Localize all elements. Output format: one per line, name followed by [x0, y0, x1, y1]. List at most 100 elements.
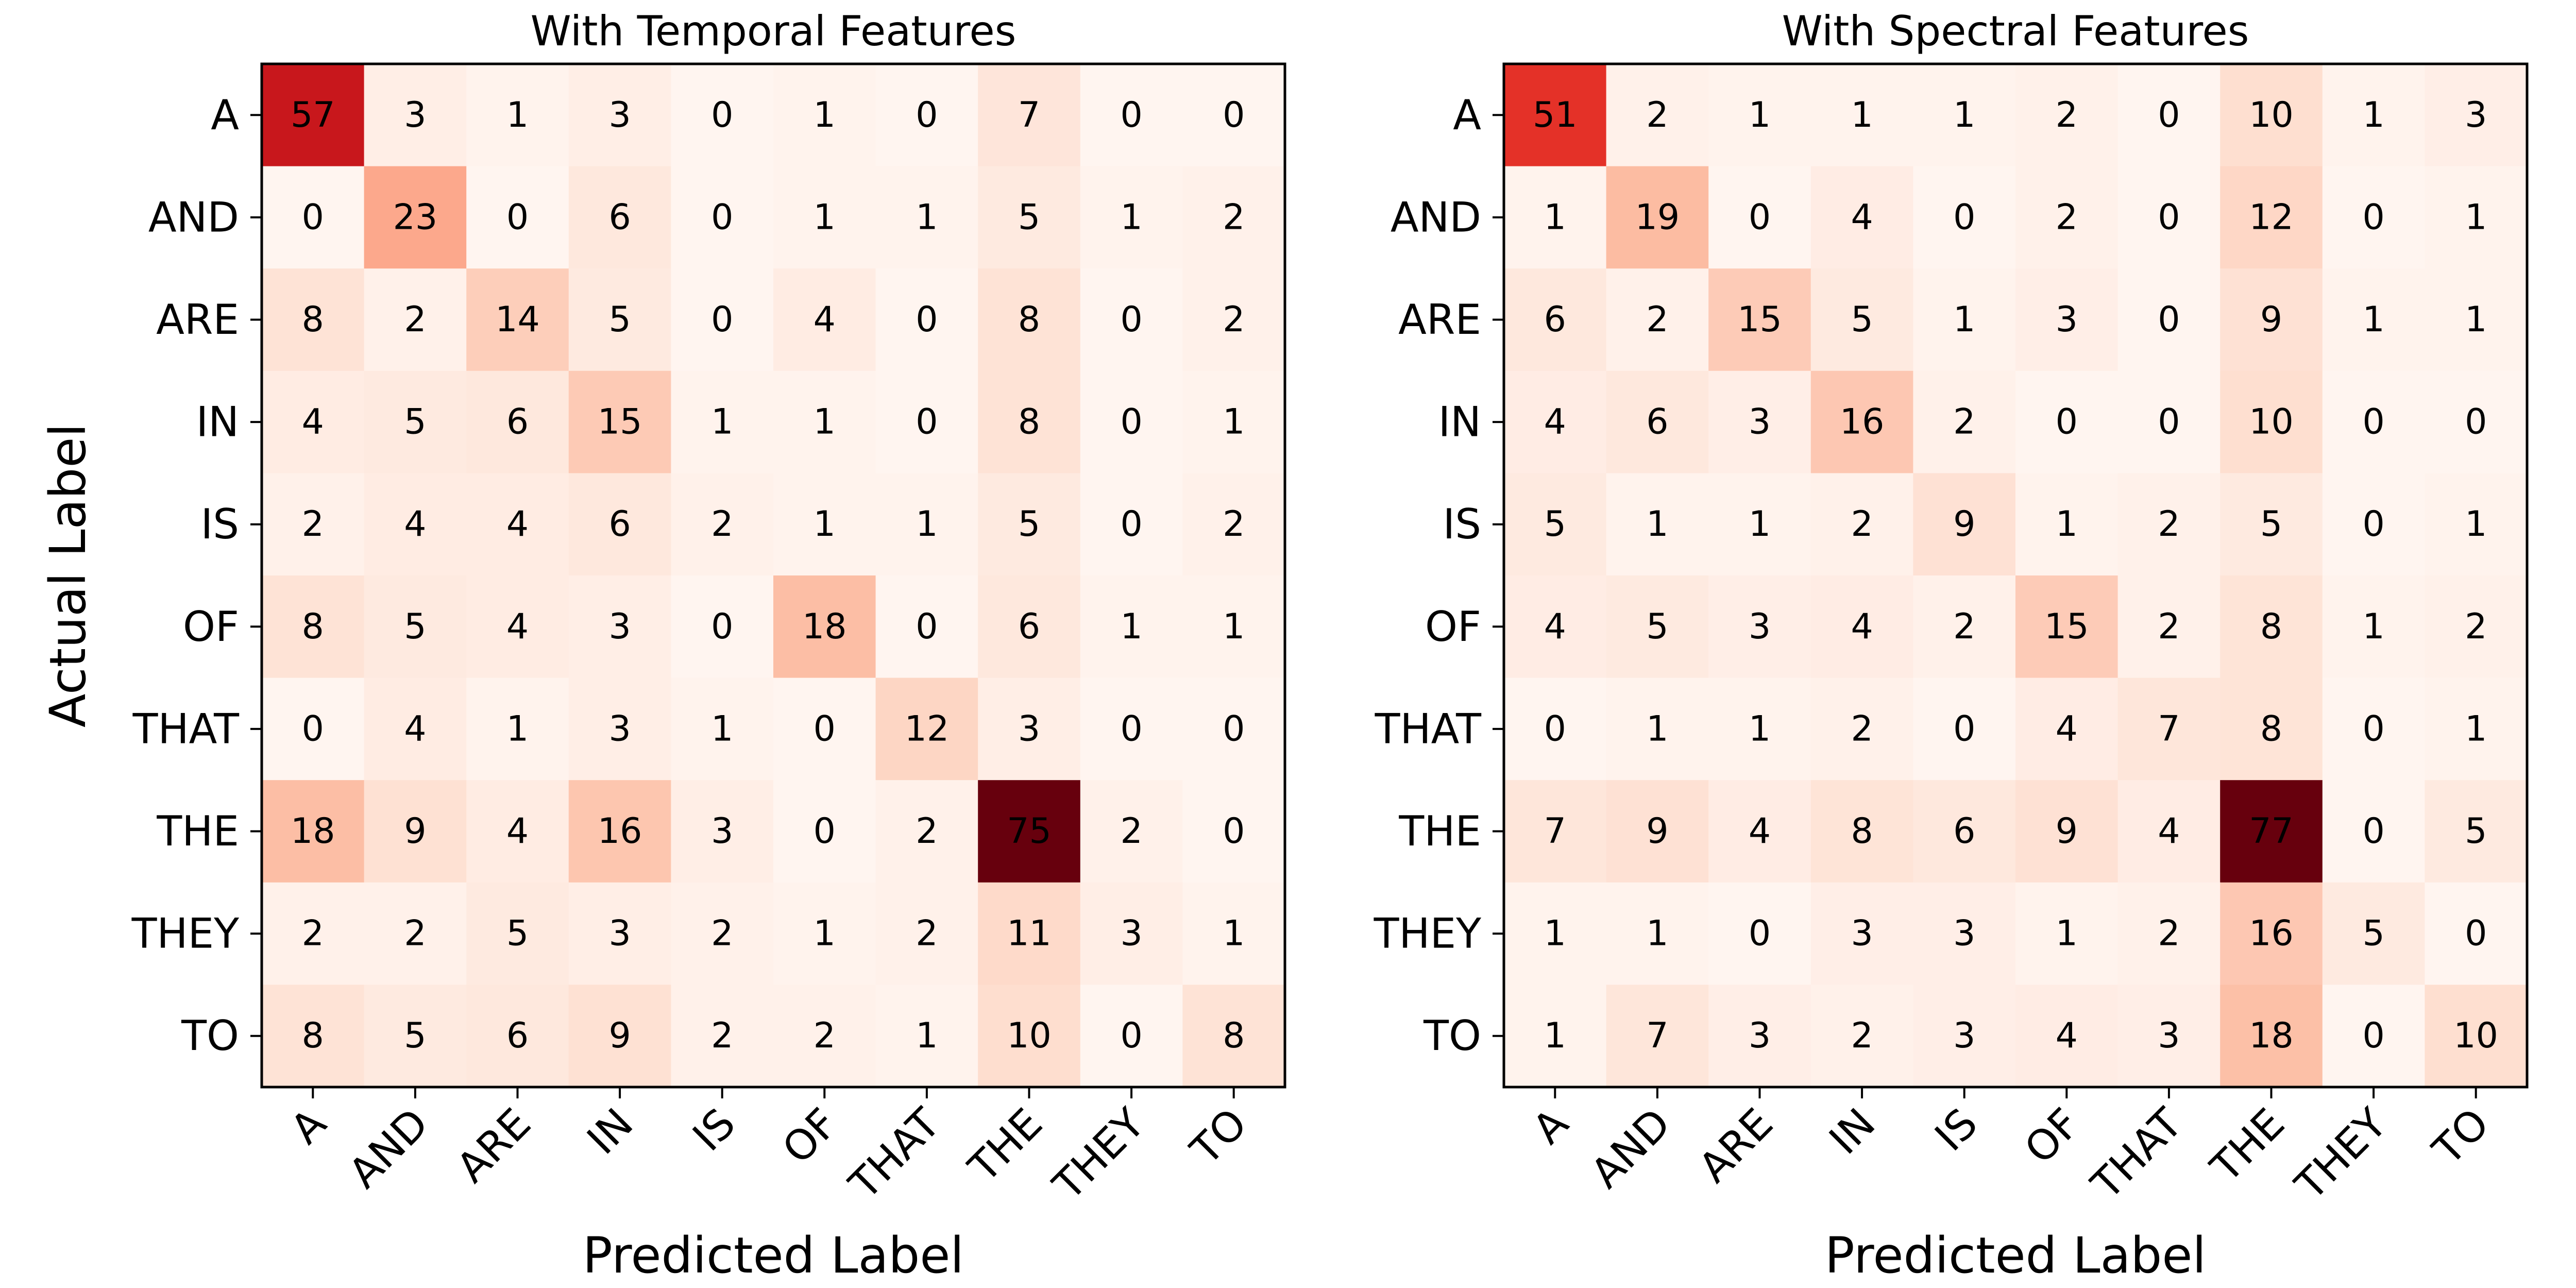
- cell-value-label: 0: [1120, 708, 1142, 749]
- cell-value-label: 1: [2465, 708, 2487, 749]
- cell-value-label: 2: [1953, 606, 1975, 647]
- x-tick-label: IS: [1926, 1099, 1987, 1160]
- cell-value-label: 2: [1851, 1015, 1873, 1056]
- heatmap-cell: [2425, 268, 2528, 371]
- heatmap-cell: [1810, 64, 1913, 167]
- heatmap-cell: [1606, 780, 1709, 883]
- y-tick-label: A: [211, 91, 239, 139]
- heatmap-cell: [1606, 268, 1709, 371]
- cell-value-label: 0: [506, 197, 529, 238]
- cell-value-label: 1: [506, 95, 529, 135]
- cell-value-label: 2: [1851, 504, 1873, 545]
- chart-title: With Temporal Features: [531, 7, 1016, 55]
- heatmap-cell: [978, 575, 1081, 679]
- heatmap-cell: [2220, 677, 2323, 781]
- heatmap-cell: [1606, 64, 1709, 167]
- heatmap-cell: [875, 677, 978, 781]
- heatmap-cell: [466, 780, 569, 883]
- cell-value-label: 1: [916, 197, 938, 238]
- cell-value-label: 8: [2260, 708, 2282, 749]
- heatmap-cell: [671, 575, 774, 679]
- cell-value-label: 1: [2362, 606, 2384, 647]
- cell-value-label: 6: [506, 402, 529, 443]
- heatmap-cell: [1606, 985, 1709, 1088]
- cell-value-label: 5: [1544, 504, 1566, 545]
- heatmap-cell: [1080, 882, 1183, 985]
- cell-value-label: 0: [1120, 1015, 1142, 1056]
- cell-value-label: 0: [302, 197, 324, 238]
- cell-value-label: 1: [1223, 402, 1245, 443]
- heatmap-cell: [1080, 780, 1183, 883]
- heatmap-cell: [875, 882, 978, 985]
- heatmap-cell: [1708, 268, 1811, 371]
- heatmap-cell: [671, 268, 774, 371]
- cell-value-label: 0: [302, 708, 324, 749]
- cell-value-label: 16: [2249, 913, 2294, 954]
- cell-value-label: 8: [302, 299, 324, 340]
- cell-value-label: 10: [2453, 1015, 2498, 1056]
- heatmap-cell: [466, 473, 569, 576]
- x-tick-label: ARE: [447, 1099, 540, 1192]
- cell-value-label: 0: [2056, 402, 2078, 443]
- heatmap-cell: [773, 882, 876, 985]
- y-tick-label: THEY: [131, 910, 240, 958]
- cell-value-label: 1: [1851, 95, 1873, 135]
- heatmap-cell: [262, 166, 365, 269]
- cell-value-label: 3: [1953, 1015, 1975, 1056]
- cell-value-label: 18: [802, 606, 847, 647]
- heatmap-cell: [1708, 473, 1811, 576]
- cell-value-label: 6: [1646, 402, 1668, 443]
- cell-value-label: 18: [291, 811, 335, 852]
- cell-value-label: 0: [2362, 811, 2384, 852]
- cell-value-label: 5: [2362, 913, 2384, 954]
- cell-value-label: 8: [2260, 606, 2282, 647]
- cell-value-label: 9: [1953, 504, 1975, 545]
- cell-value-label: 1: [2362, 95, 2384, 135]
- heatmap-cell: [2117, 268, 2221, 371]
- heatmap-cell: [2220, 268, 2323, 371]
- heatmap-cell: [671, 780, 774, 883]
- cell-value-label: 1: [1953, 299, 1975, 340]
- cell-value-label: 2: [814, 1015, 836, 1056]
- y-tick-label: A: [1453, 91, 1481, 139]
- cell-value-label: 0: [2158, 197, 2180, 238]
- heatmap-cell: [1913, 166, 2016, 269]
- cell-value-label: 6: [608, 504, 631, 545]
- heatmap-cell: [671, 370, 774, 473]
- heatmap-cell: [1080, 370, 1183, 473]
- y-tick-label: AND: [1391, 193, 1481, 241]
- cell-value-label: 1: [1120, 606, 1142, 647]
- heatmap-cell: [1708, 882, 1811, 985]
- heatmap-cell: [568, 473, 671, 576]
- cell-value-label: 12: [2249, 197, 2294, 238]
- heatmap-cell: [2322, 370, 2425, 473]
- cell-value-label: 1: [1544, 1015, 1566, 1056]
- heatmap-cell: [2220, 370, 2323, 473]
- cell-value-label: 1: [1120, 197, 1142, 238]
- cell-value-label: 0: [2362, 708, 2384, 749]
- cell-value-label: 1: [1646, 913, 1668, 954]
- heatmap-cell: [1810, 882, 1913, 985]
- cell-value-label: 0: [1749, 197, 1771, 238]
- cell-value-label: 3: [608, 95, 631, 135]
- heatmap-cell: [2015, 575, 2119, 679]
- cell-value-label: 4: [506, 606, 529, 647]
- cell-value-label: 1: [2465, 504, 2487, 545]
- heatmap-cell: [2220, 473, 2323, 576]
- heatmap-cell: [1080, 268, 1183, 371]
- heatmap-cell: [2015, 64, 2119, 167]
- heatmap-cell: [2220, 166, 2323, 269]
- cell-value-label: 6: [506, 1015, 529, 1056]
- cell-value-label: 19: [1635, 197, 1680, 238]
- heatmap-cell: [1182, 985, 1285, 1088]
- heatmap-cell: [1504, 268, 1607, 371]
- heatmap-cell: [2322, 882, 2425, 985]
- heatmap-cell: [2015, 677, 2119, 781]
- cell-value-label: 2: [2056, 95, 2078, 135]
- y-tick-label: IN: [196, 398, 239, 446]
- y-tick-label: THE: [156, 807, 239, 855]
- cell-value-label: 3: [711, 811, 733, 852]
- heatmap-cell: [978, 473, 1081, 576]
- cell-value-label: 5: [1646, 606, 1668, 647]
- cell-value-label: 10: [1007, 1015, 1052, 1056]
